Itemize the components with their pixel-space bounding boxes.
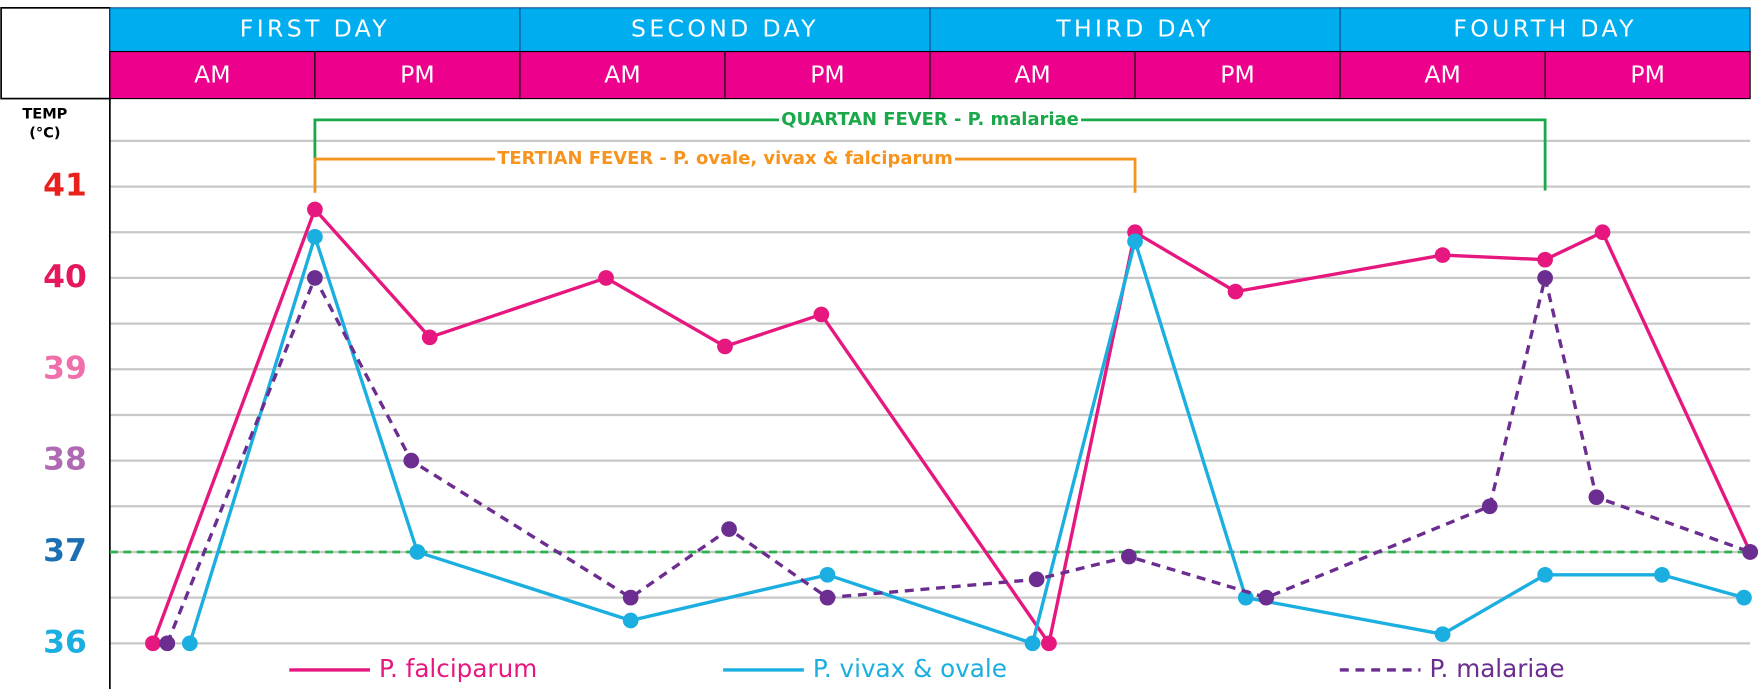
data-point bbox=[307, 228, 323, 245]
data-point bbox=[813, 306, 830, 323]
data-point bbox=[1434, 247, 1451, 263]
data-point bbox=[622, 589, 639, 606]
fever-label: QUARTAN FEVER - P. malariae bbox=[781, 109, 1079, 130]
data-point bbox=[409, 544, 426, 560]
half-day-cell bbox=[109, 50, 316, 100]
data-point bbox=[1654, 566, 1670, 583]
data-point bbox=[307, 270, 323, 286]
data-point bbox=[721, 521, 737, 537]
day-cell bbox=[929, 7, 1341, 53]
data-point bbox=[403, 452, 420, 469]
y-label-line: (°C) bbox=[29, 124, 60, 141]
data-point bbox=[1434, 626, 1451, 643]
day-label: FIRST DAY bbox=[240, 15, 390, 43]
half-day-cell bbox=[1544, 50, 1751, 100]
legend-label: P. malariae bbox=[1429, 654, 1564, 683]
legend-label: P. falciparum bbox=[379, 654, 537, 683]
half-day-cell bbox=[1339, 50, 1546, 100]
data-point bbox=[1537, 566, 1553, 583]
x-tick-label: AM bbox=[1424, 61, 1460, 89]
y-tick-label: 36 bbox=[43, 624, 87, 660]
label-background bbox=[494, 148, 955, 170]
data-point bbox=[1041, 635, 1057, 652]
data-point bbox=[1127, 233, 1143, 250]
data-point bbox=[1742, 544, 1758, 560]
day-cell bbox=[109, 7, 521, 53]
legend-label: P. vivax & ovale bbox=[813, 654, 1007, 683]
y-tick-label: 37 bbox=[43, 533, 87, 569]
corner-cell bbox=[0, 7, 111, 100]
day-label: SECOND DAY bbox=[631, 15, 819, 43]
data-point bbox=[1121, 548, 1137, 565]
x-tick-label: AM bbox=[604, 61, 640, 89]
data-point bbox=[1024, 635, 1041, 652]
x-tick-label: AM bbox=[194, 61, 230, 89]
x-tick-label: PM bbox=[810, 61, 844, 89]
half-day-cell bbox=[724, 50, 931, 100]
x-tick-label: PM bbox=[400, 61, 434, 89]
data-point bbox=[1227, 283, 1244, 300]
x-tick-label: PM bbox=[1220, 61, 1254, 89]
y-tick-label: 39 bbox=[43, 350, 87, 386]
data-point bbox=[1594, 224, 1611, 241]
day-label: FOURTH DAY bbox=[1453, 15, 1636, 43]
data-point bbox=[181, 635, 198, 652]
data-point bbox=[307, 201, 323, 218]
data-point bbox=[1537, 270, 1553, 286]
x-tick-label: PM bbox=[1630, 61, 1664, 89]
data-point bbox=[717, 338, 733, 355]
data-point bbox=[819, 589, 836, 606]
data-point bbox=[622, 612, 639, 629]
data-point bbox=[1028, 571, 1045, 588]
y-label-line: TEMP bbox=[22, 105, 67, 122]
data-point bbox=[421, 329, 438, 346]
day-label: THIRD DAY bbox=[1055, 15, 1214, 43]
half-day-cell bbox=[519, 50, 726, 100]
x-tick-label: AM bbox=[1014, 61, 1050, 89]
data-point bbox=[1736, 589, 1752, 606]
y-tick-label: 41 bbox=[43, 168, 87, 204]
day-cell bbox=[519, 7, 931, 53]
data-point bbox=[1588, 489, 1605, 506]
y-tick-label: 38 bbox=[43, 442, 87, 478]
data-point bbox=[145, 635, 161, 652]
data-point bbox=[1481, 498, 1498, 515]
series-line bbox=[188, 231, 1745, 646]
label-background bbox=[778, 108, 1082, 130]
data-point bbox=[1537, 251, 1553, 268]
half-day-cell bbox=[1134, 50, 1341, 100]
data-point bbox=[1258, 589, 1275, 606]
data-point bbox=[159, 635, 176, 652]
data-point bbox=[819, 566, 836, 583]
fever-label: TERTIAN FEVER - P. ovale, vivax & falcip… bbox=[497, 148, 953, 169]
data-point bbox=[598, 270, 614, 286]
half-day-cell bbox=[314, 50, 521, 100]
half-day-cell bbox=[929, 50, 1136, 100]
y-tick-label: 40 bbox=[43, 259, 87, 295]
